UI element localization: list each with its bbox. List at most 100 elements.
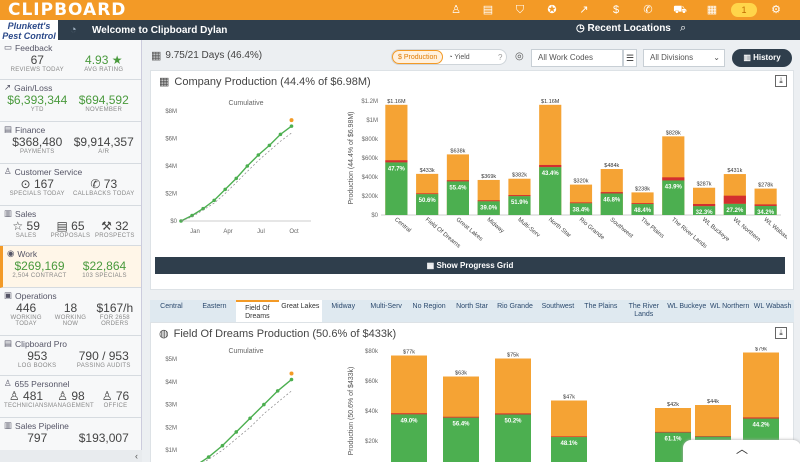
bar-overdue: [539, 164, 562, 168]
proposals-value: 65: [71, 219, 85, 233]
audits-label: PASSING AUDITS: [76, 363, 131, 369]
download-icon[interactable]: ⤓: [775, 75, 787, 87]
section-title: Clipboard Pro: [15, 338, 68, 349]
sidebar-pipeline[interactable]: ▥ Sales Pipeline 797 $193,007: [0, 418, 141, 448]
sidebar-customer-service[interactable]: ♙ Customer Service ⊙ 167 SPECIALS TODAY ✆ …: [0, 164, 141, 206]
bar-overdue: [655, 431, 691, 433]
y-tick-label: $1M: [165, 448, 177, 454]
download-icon[interactable]: ⤓: [775, 327, 787, 339]
tab-southwest[interactable]: Southwest: [541, 303, 575, 310]
phone-icon[interactable]: ✆: [643, 4, 653, 16]
specials-total-label: 103 SPECIALS: [82, 273, 127, 279]
help-icon[interactable]: ?: [498, 53, 503, 62]
tab-wl-buckeye[interactable]: WL Buckeye: [667, 303, 707, 310]
production-label: Production: [403, 54, 438, 61]
show-progress-grid-button[interactable]: ▦ Show Progress Grid: [155, 257, 785, 274]
nav-bar: Plunkett's Pest Control ◔ Welcome to Clip…: [0, 20, 800, 41]
gear-icon[interactable]: ⚙: [771, 4, 781, 16]
tab-eastern[interactable]: Eastern: [202, 303, 227, 310]
award-icon[interactable]: ✪: [547, 4, 557, 16]
bar-overdue: [695, 436, 731, 437]
user-icon[interactable]: ♙: [451, 4, 461, 16]
sidebar-feedback[interactable]: ▭ Feedback 67 REVIEWS TODAY 4.93 ★ AVG RATI…: [0, 40, 141, 80]
clipboard-icon[interactable]: ▤: [482, 4, 494, 16]
tab-central[interactable]: Central: [160, 303, 183, 310]
bar-pct-label: 50.6%: [419, 198, 437, 204]
bar-pct-label: 43.4%: [542, 171, 560, 177]
list-icon[interactable]: ☰: [623, 49, 637, 67]
x-tick-label: Apr: [223, 229, 232, 235]
sidebar-collapse-button[interactable]: ‹: [0, 450, 142, 462]
brand-logo[interactable]: Plunkett's Pest Control: [0, 20, 58, 41]
sidebar-operations[interactable]: ▣ Operations 446 WORKING TODAY 18 WORKING N…: [0, 288, 141, 336]
history-button[interactable]: ▥ History: [732, 49, 792, 67]
tab-multi-serv[interactable]: Multi-Serv: [370, 303, 402, 310]
tab-wl-wabash[interactable]: WL Wabash: [753, 303, 792, 310]
office-value: 76: [115, 389, 130, 403]
tab-wl-northern[interactable]: WL Northern: [709, 303, 750, 310]
bar-pct-label: 44.2%: [752, 423, 770, 429]
sales-value: 59: [26, 219, 40, 233]
truck-icon[interactable]: ⛟: [673, 4, 687, 16]
bar-pct-label: 46.8%: [603, 197, 621, 203]
bar-overdue: [754, 204, 777, 206]
bar-overdue: [508, 195, 531, 197]
y-tick-label: $1.2M: [361, 99, 378, 105]
region-bar-chart[interactable]: Production (44.4% of $6.98M) $0 $200k $400k…: [347, 95, 787, 260]
brand-line2: Pest Control: [2, 31, 56, 41]
bar-completed: [391, 414, 427, 462]
divisions-select[interactable]: All Divisions ⌄: [643, 49, 725, 67]
y-tick-label: $60k: [365, 379, 379, 385]
production-yield-toggle[interactable]: $ Production ◔ Yield: [391, 49, 507, 65]
target-icon[interactable]: ◎: [515, 51, 524, 62]
sidebar-work[interactable]: ◉ Work $269,169 2,504 CONTRACT $22,864 103 …: [0, 246, 141, 288]
bar-overdue: [391, 413, 427, 415]
dollar-icon[interactable]: $: [612, 4, 620, 16]
work-codes-select[interactable]: All Work Codes: [531, 49, 623, 67]
search-icon[interactable]: ⌕: [680, 22, 687, 34]
tab-no-region[interactable]: No Region: [412, 303, 446, 310]
tab-rio-grande[interactable]: Rio Grande: [497, 303, 533, 310]
star-icon: ☆: [12, 219, 24, 233]
tab-midway[interactable]: Midway: [331, 303, 356, 310]
tab-great-lakes[interactable]: Great Lakes: [278, 300, 322, 322]
data-point: [289, 124, 294, 128]
bar-completed: [443, 417, 479, 462]
tab-north-star[interactable]: North Star: [456, 303, 488, 310]
bar-pct-label: 32.3%: [696, 210, 714, 216]
bar-total-label: $369k: [481, 174, 496, 180]
dashboard-gauge-icon[interactable]: ◔: [70, 24, 77, 36]
x-tick-label: Central: [393, 217, 412, 234]
cumulative-chart: Cumulative $0 $2M $4M $6M $8M Jan Apr Jul Oct: [165, 100, 311, 235]
calendar-icon: ▦: [151, 49, 162, 62]
shield-icon[interactable]: ⛉: [515, 4, 525, 16]
specials-icon: ⊙: [20, 177, 31, 191]
work-icon: ◉: [7, 248, 15, 258]
target-point: [289, 371, 294, 376]
bar-overdue: [385, 160, 408, 163]
sidebar-clipboard-pro[interactable]: ▤ Clipboard Pro 953 LOG BOOKS 790 / 953 PAS…: [0, 336, 141, 376]
tab-the-plains[interactable]: The Plains: [584, 303, 618, 310]
sidebar-personnel[interactable]: ♙ 655 Personnel ♙ 481 TECHNICIANS ♙ 98 MANA…: [0, 376, 141, 418]
feedback-icon: ▭: [4, 42, 13, 52]
series-line: [180, 125, 292, 222]
production-option[interactable]: $ Production: [392, 50, 444, 64]
bar-total-label: $1.16M: [541, 99, 560, 105]
welcome-text: Welcome to Clipboard Dylan: [92, 24, 228, 36]
sidebar-sales[interactable]: ▥ Sales ☆ 59 SALES ▤ 65 PROPOSALS ⚒ 32 PROSP…: [0, 206, 141, 246]
bar-total-label: $320k: [574, 179, 589, 185]
sidebar-gain-loss[interactable]: ↗ Gain/Loss $6,393,344 YTD $694,592 NOVEMBE…: [0, 80, 141, 122]
app-logo[interactable]: CLIPBOARD: [8, 0, 127, 20]
calendar-icon[interactable]: ▦: [706, 4, 718, 16]
panel-title: Company Production (44.4% of $6.98M): [174, 75, 371, 88]
toggle-icon[interactable]: 1: [728, 2, 760, 18]
office-label: OFFICE: [103, 403, 128, 409]
recent-locations-button[interactable]: ◷ Recent Locations: [576, 23, 671, 34]
tab-the-river-lands[interactable]: The River Lands: [628, 303, 659, 318]
pipeline-value: $193,007: [78, 431, 129, 445]
yield-option[interactable]: ◔ Yield: [443, 54, 474, 61]
tab-field-of-dreams[interactable]: Field Of Dreams: [235, 300, 279, 322]
sidebar-finance[interactable]: ▤ Finance $368,480 PAYMENTS $9,914,357 A/R: [0, 122, 141, 164]
chart-icon[interactable]: ↗: [579, 4, 589, 16]
chevron-up-icon[interactable]: ︿: [683, 440, 800, 462]
